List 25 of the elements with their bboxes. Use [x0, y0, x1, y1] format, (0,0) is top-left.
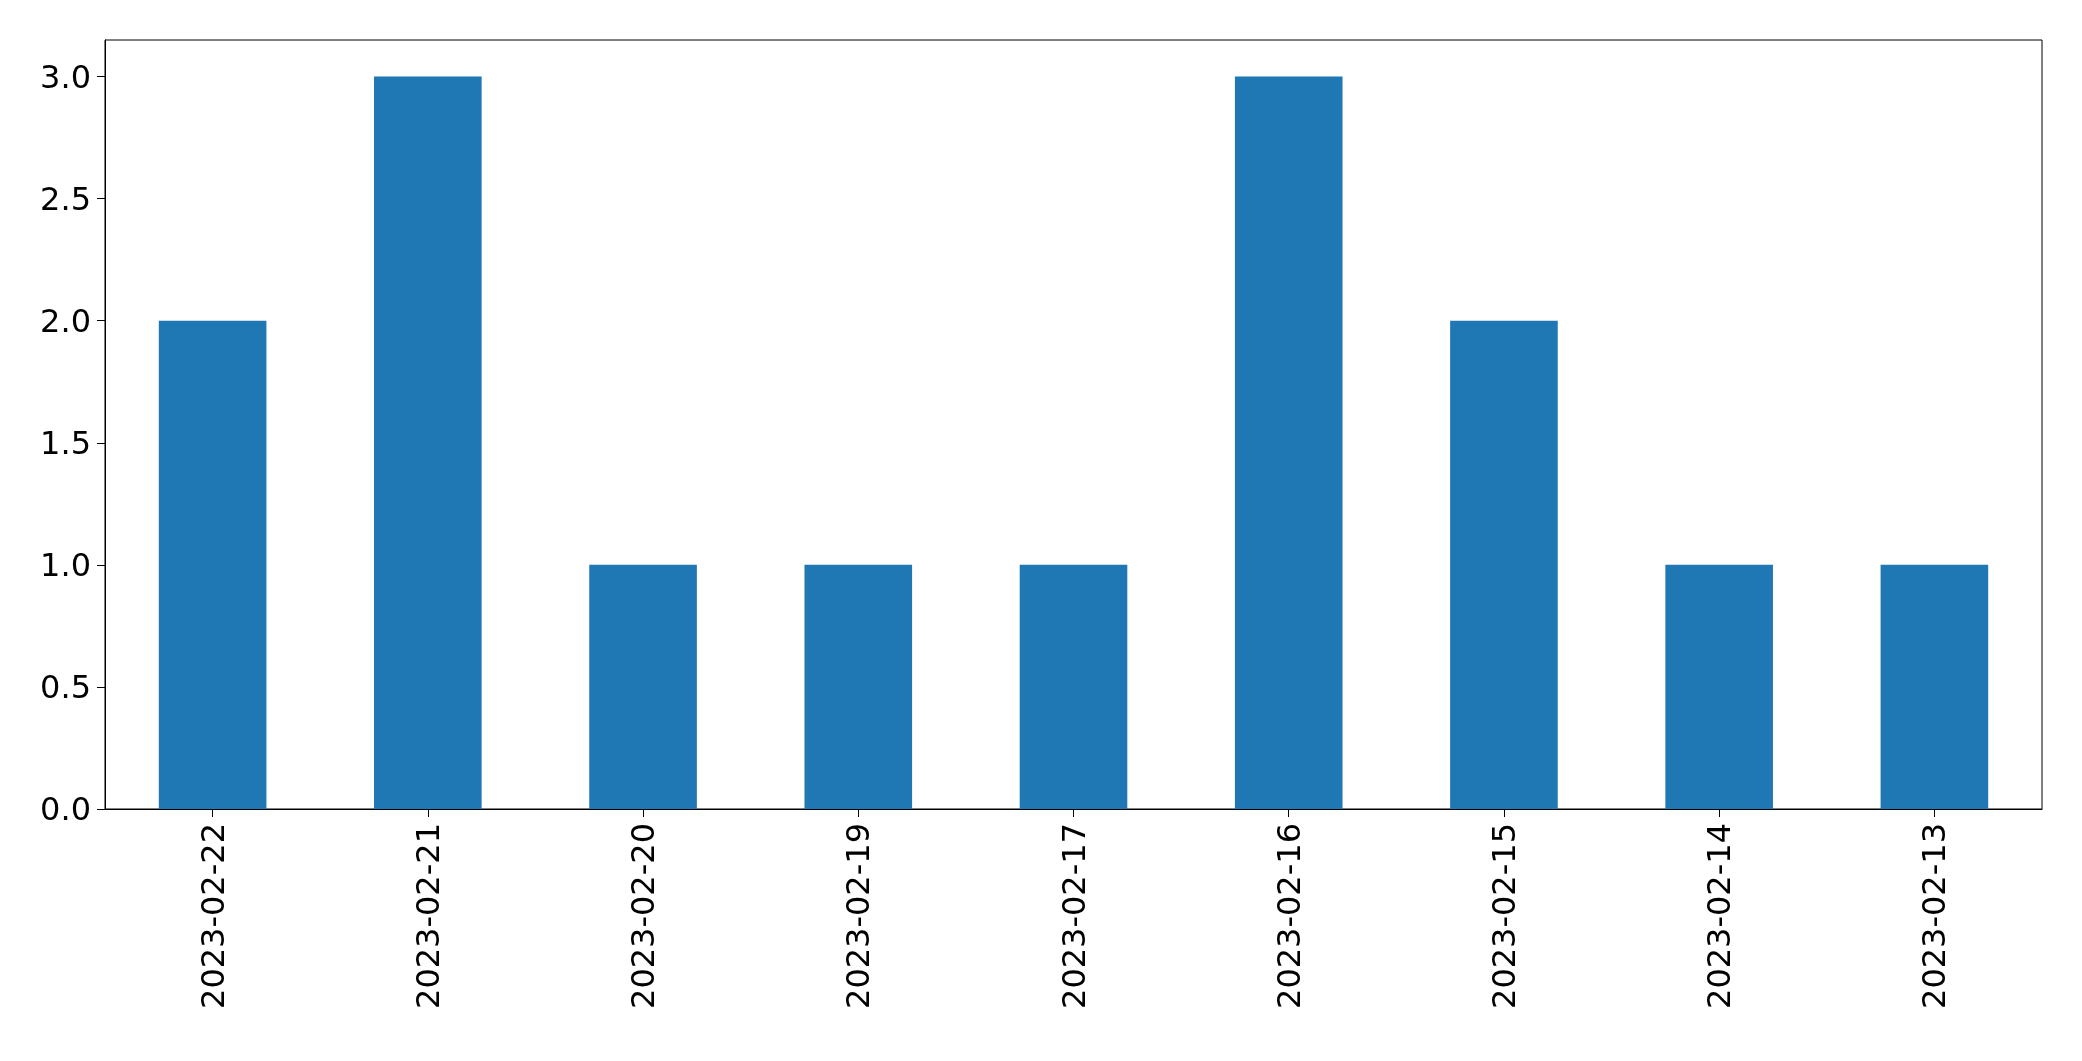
y-tick-label: 1.0: [40, 545, 91, 584]
x-tick-label: 2023-02-13: [1915, 823, 1954, 1009]
x-tick-label: 2023-02-15: [1484, 823, 1523, 1009]
bar: [1450, 320, 1558, 809]
y-tick-label: 1.5: [40, 423, 91, 462]
x-tick-label: 2023-02-22: [193, 823, 232, 1009]
y-tick-label: 2.5: [40, 179, 91, 218]
bar: [1019, 564, 1128, 809]
x-tick-label: 2023-02-14: [1700, 823, 1739, 1009]
bar: [1880, 564, 1989, 809]
bar: [804, 564, 913, 809]
bar: [158, 320, 267, 809]
x-tick-label: 2023-02-20: [624, 823, 663, 1009]
bar: [589, 564, 697, 809]
x-tick-label: 2023-02-17: [1054, 823, 1093, 1009]
x-tick-label: 2023-02-21: [408, 823, 447, 1009]
y-tick-label: 0.0: [40, 790, 91, 828]
y-tick-label: 2.0: [40, 301, 91, 340]
y-tick-label: 0.5: [40, 667, 91, 706]
x-tick-label: 2023-02-19: [839, 823, 878, 1009]
bar: [1234, 76, 1343, 809]
bar: [1665, 564, 1773, 809]
y-tick-label: 3.0: [40, 57, 91, 96]
bar: [374, 76, 482, 809]
x-tick-label: 2023-02-16: [1269, 823, 1308, 1009]
